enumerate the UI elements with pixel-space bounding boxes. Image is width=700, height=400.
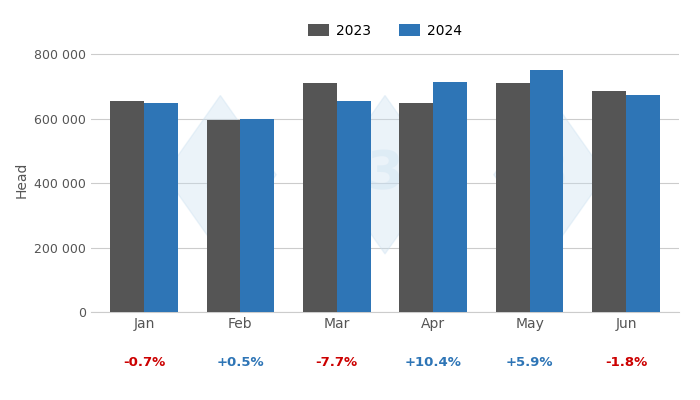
Bar <box>530 70 564 312</box>
Bar <box>337 101 370 312</box>
Text: -0.7%: -0.7% <box>123 356 165 370</box>
Text: 3: 3 <box>367 149 403 201</box>
Polygon shape <box>164 96 276 254</box>
Bar <box>144 103 178 312</box>
Polygon shape <box>494 96 606 254</box>
Bar <box>240 119 274 312</box>
Bar <box>400 103 433 312</box>
Bar <box>626 96 659 312</box>
Bar <box>206 120 240 312</box>
Text: 3: 3 <box>531 149 568 201</box>
Text: +5.9%: +5.9% <box>506 356 553 370</box>
Bar <box>433 82 467 312</box>
Legend: 2023, 2024: 2023, 2024 <box>303 18 467 43</box>
Bar <box>592 92 626 312</box>
Polygon shape <box>329 96 441 254</box>
Y-axis label: Head: Head <box>15 162 29 198</box>
Bar <box>496 84 530 312</box>
Text: -1.8%: -1.8% <box>605 356 647 370</box>
Text: 3: 3 <box>202 149 239 201</box>
Text: +10.4%: +10.4% <box>405 356 461 370</box>
Bar <box>111 101 144 312</box>
Bar <box>303 84 337 312</box>
Text: -7.7%: -7.7% <box>316 356 358 370</box>
Text: +0.5%: +0.5% <box>216 356 264 370</box>
